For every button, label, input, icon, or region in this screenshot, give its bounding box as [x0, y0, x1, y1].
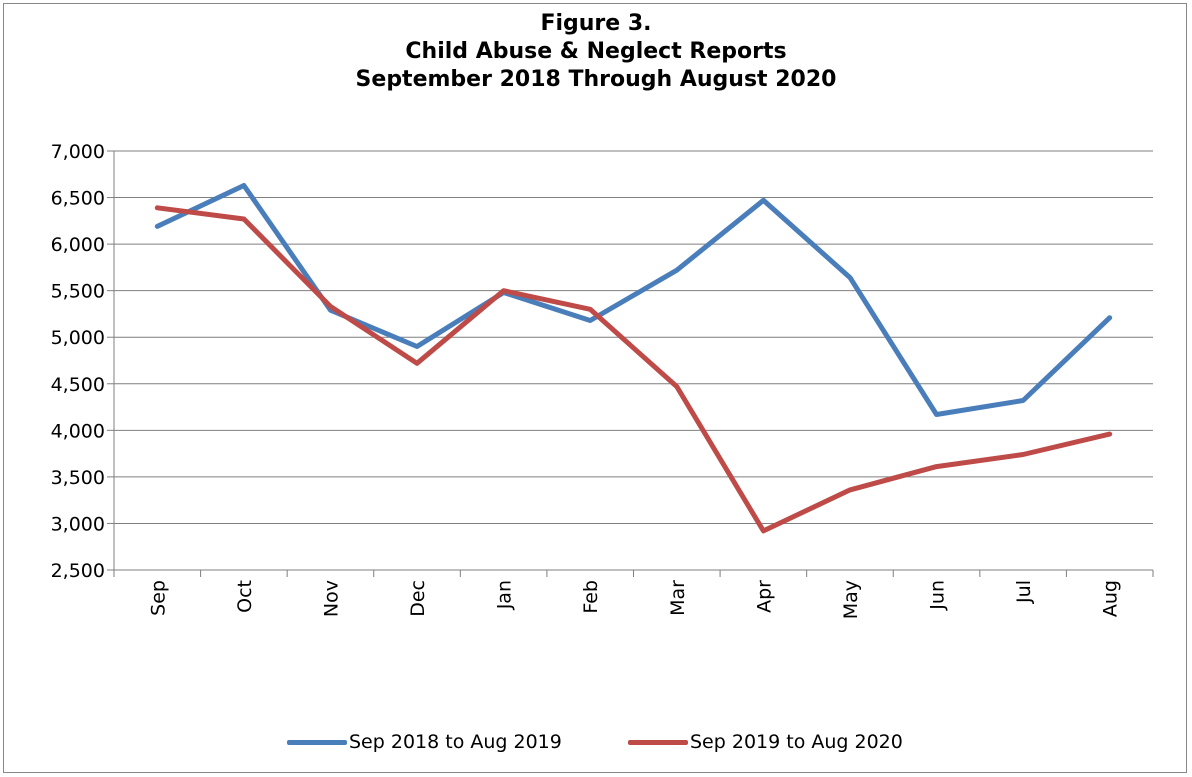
y-tick-label: 4,500: [51, 374, 105, 396]
series-line-1: [154, 183, 1113, 417]
x-tick-label: Feb: [580, 580, 602, 614]
y-tick-label: 3,000: [51, 513, 105, 535]
y-tick-label: 2,500: [51, 560, 105, 582]
chart-title-line-2: Child Abuse & Neglect Reports: [405, 39, 787, 64]
legend-label-series-1: Sep 2018 to Aug 2019: [349, 731, 562, 753]
legend-swatch-series-1: [287, 739, 347, 745]
legend-item-series-2: Sep 2019 to Aug 2020: [628, 728, 903, 756]
x-tick-label: Oct: [234, 580, 256, 613]
y-tick-label: 3,500: [51, 467, 105, 489]
x-tick-label: Mar: [667, 580, 689, 616]
legend-swatch-series-2: [628, 739, 688, 745]
x-tick-label: May: [840, 580, 862, 619]
chart-title-line-1: Figure 3.: [540, 11, 652, 36]
y-tick-label: 5,000: [51, 327, 105, 349]
series-line-2: [154, 205, 1113, 534]
x-tick-label: Jan: [494, 580, 516, 610]
x-tick-label: Nov: [320, 580, 342, 617]
y-tick-label: 7,000: [51, 141, 105, 163]
x-tick-label: Jul: [1013, 580, 1035, 604]
y-tick-label: 6,000: [51, 234, 105, 256]
x-tick-label: Dec: [407, 580, 429, 617]
y-tick-label: 4,000: [51, 420, 105, 442]
x-tick-label: Jun: [927, 580, 949, 611]
legend-item-series-1: Sep 2018 to Aug 2019: [287, 728, 562, 756]
x-tick-label: Apr: [753, 580, 775, 613]
chart-title-line-3: September 2018 Through August 2020: [355, 67, 837, 92]
chart-legend: Sep 2018 to Aug 2019 Sep 2019 to Aug 202…: [0, 728, 1192, 756]
x-tick-label: Aug: [1100, 580, 1122, 617]
chart-title: Figure 3. Child Abuse & Neglect Reports …: [0, 10, 1192, 94]
legend-label-series-2: Sep 2019 to Aug 2020: [690, 731, 903, 753]
x-tick-label: Sep: [147, 580, 169, 616]
y-tick-label: 6,500: [51, 188, 105, 210]
y-tick-label: 5,500: [51, 281, 105, 303]
chart-frame: [3, 3, 1187, 773]
